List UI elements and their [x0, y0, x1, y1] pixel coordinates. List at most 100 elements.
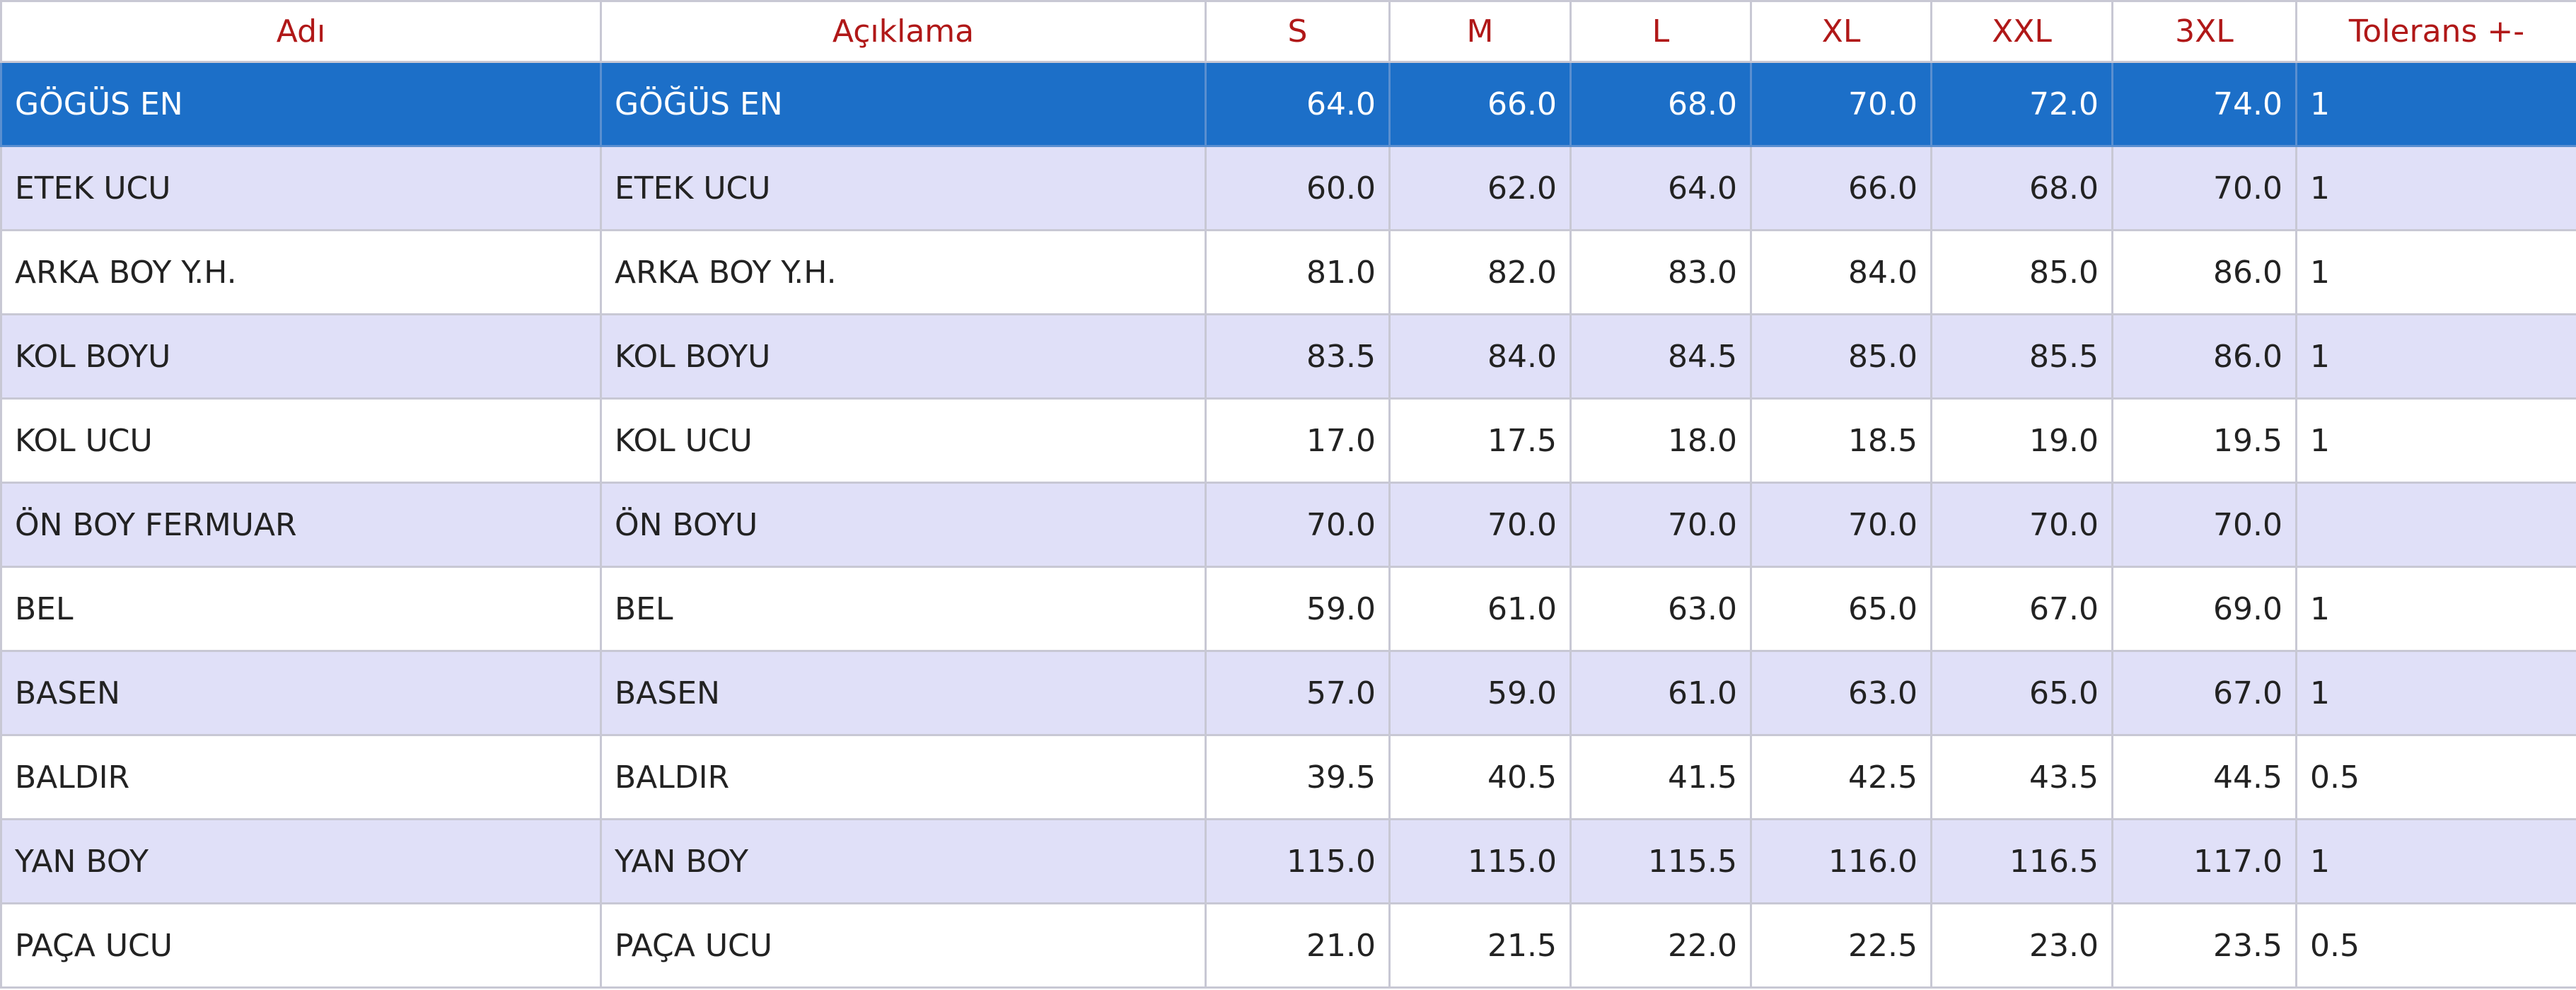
- table-body: GÖGÜS EN GÖĞÜS EN 64.0 66.0 68.0 70.0 72.0 74.0…: [0, 61, 2576, 989]
- table-cell: ETEK UCU: [0, 145, 602, 231]
- table-cell: BALDIR: [600, 734, 1207, 820]
- table-cell: 70.0: [1205, 482, 1391, 568]
- table-cell: 23.0: [1930, 902, 2113, 989]
- table-cell: 60.0: [1205, 145, 1391, 231]
- table-cell: 84.0: [1388, 313, 1572, 400]
- table-cell: 66.0: [1750, 145, 1932, 231]
- table-cell: 86.0: [2111, 313, 2297, 400]
- table-cell: 61.0: [1570, 650, 1752, 736]
- table-cell: 84.5: [1570, 313, 1752, 400]
- table-row[interactable]: BASEN BASEN 57.0 59.0 61.0 63.0 65.0 67.0 1: [0, 650, 2576, 736]
- table-cell: 19.5: [2111, 397, 2297, 484]
- table-cell: BEL: [600, 566, 1207, 652]
- table-row[interactable]: ARKA BOY Y.H. ARKA BOY Y.H. 81.0 82.0 83.0 84…: [0, 229, 2576, 315]
- table-cell: 44.5: [2111, 734, 2297, 820]
- table-cell: 23.5: [2111, 902, 2297, 989]
- table-row[interactable]: KOL UCU KOL UCU 17.0 17.5 18.0 18.5 19.0 19.5 1: [0, 397, 2576, 484]
- table-cell: 70.0: [1570, 482, 1752, 568]
- table-cell: GÖGÜS EN: [0, 61, 602, 147]
- table-cell: 72.0: [1930, 61, 2113, 147]
- table-cell: 70.0: [2111, 482, 2297, 568]
- table-cell: 85.5: [1930, 313, 2113, 400]
- table-cell: 85.0: [1930, 229, 2113, 315]
- table-cell: 65.0: [1750, 566, 1932, 652]
- table-cell: 67.0: [1930, 566, 2113, 652]
- table-cell: 116.0: [1750, 818, 1932, 904]
- table-cell: ÖN BOYU: [600, 482, 1207, 568]
- table-cell: 17.0: [1205, 397, 1391, 484]
- table-cell: 66.0: [1388, 61, 1572, 147]
- table-cell: 1: [2295, 818, 2576, 904]
- column-header[interactable]: Tolerans +-: [2295, 0, 2576, 63]
- table-cell: 22.5: [1750, 902, 1932, 989]
- table-cell: 84.0: [1750, 229, 1932, 315]
- table-cell: 65.0: [1930, 650, 2113, 736]
- table-cell: 17.5: [1388, 397, 1572, 484]
- table-cell: 41.5: [1570, 734, 1752, 820]
- table-cell: 0.5: [2295, 734, 2576, 820]
- table-cell: 69.0: [2111, 566, 2297, 652]
- table-cell: 70.0: [1388, 482, 1572, 568]
- table-cell: KOL BOYU: [0, 313, 602, 400]
- table-cell: 115.5: [1570, 818, 1752, 904]
- table-cell: 22.0: [1570, 902, 1752, 989]
- table-cell: 59.0: [1388, 650, 1572, 736]
- table-cell: 81.0: [1205, 229, 1391, 315]
- table-cell: 64.0: [1570, 145, 1752, 231]
- table-cell: 68.0: [1930, 145, 2113, 231]
- table-cell: BALDIR: [0, 734, 602, 820]
- table-cell: 85.0: [1750, 313, 1932, 400]
- table-cell: BASEN: [0, 650, 602, 736]
- column-header[interactable]: XL: [1750, 0, 1932, 63]
- table-cell: 68.0: [1570, 61, 1752, 147]
- table-row[interactable]: KOL BOYU KOL BOYU 83.5 84.0 84.5 85.0 85.5 86.0…: [0, 313, 2576, 400]
- table-row[interactable]: YAN BOY YAN BOY 115.0 115.0 115.5 116.0 116.5 1…: [0, 818, 2576, 904]
- table-cell: 116.5: [1930, 818, 2113, 904]
- column-header[interactable]: L: [1570, 0, 1752, 63]
- table-row[interactable]: PAÇA UCU PAÇA UCU 21.0 21.5 22.0 22.5 23.0 23.5…: [0, 902, 2576, 989]
- table-cell: 59.0: [1205, 566, 1391, 652]
- table-cell: 18.0: [1570, 397, 1752, 484]
- table-cell: 67.0: [2111, 650, 2297, 736]
- table-cell: 1: [2295, 566, 2576, 652]
- table-cell: 61.0: [1388, 566, 1572, 652]
- column-header[interactable]: Açıklama: [600, 0, 1207, 63]
- table-row[interactable]: ÖN BOY FERMUAR ÖN BOYU 70.0 70.0 70.0 70.0 70.…: [0, 482, 2576, 568]
- table-cell: 63.0: [1750, 650, 1932, 736]
- table-cell: 70.0: [2111, 145, 2297, 231]
- header-row: Adı Açıklama S M L XL XXL 3XL Tolerans +-: [0, 0, 2576, 63]
- table-cell: 115.0: [1205, 818, 1391, 904]
- column-header[interactable]: XXL: [1930, 0, 2113, 63]
- table-cell: KOL UCU: [600, 397, 1207, 484]
- table-cell: 62.0: [1388, 145, 1572, 231]
- table-row[interactable]: BALDIR BALDIR 39.5 40.5 41.5 42.5 43.5 44.5 0.5: [0, 734, 2576, 820]
- table-cell: 64.0: [1205, 61, 1391, 147]
- table-cell: 0.5: [2295, 902, 2576, 989]
- table-cell: 18.5: [1750, 397, 1932, 484]
- table-cell: PAÇA UCU: [0, 902, 602, 989]
- table-cell: PAÇA UCU: [600, 902, 1207, 989]
- table-cell: 117.0: [2111, 818, 2297, 904]
- table-cell: BEL: [0, 566, 602, 652]
- table-row[interactable]: ETEK UCU ETEK UCU 60.0 62.0 64.0 66.0 68.0 70.0…: [0, 145, 2576, 231]
- table-cell: 70.0: [1930, 482, 2113, 568]
- table-cell: BASEN: [600, 650, 1207, 736]
- table-cell: 1: [2295, 650, 2576, 736]
- column-header[interactable]: Adı: [0, 0, 602, 63]
- table-cell: 42.5: [1750, 734, 1932, 820]
- table-row[interactable]: GÖGÜS EN GÖĞÜS EN 64.0 66.0 68.0 70.0 72.0 74.0…: [0, 61, 2576, 147]
- table-cell: ARKA BOY Y.H.: [0, 229, 602, 315]
- table-cell: 70.0: [1750, 482, 1932, 568]
- table-cell: 1: [2295, 61, 2576, 147]
- column-header[interactable]: 3XL: [2111, 0, 2297, 63]
- column-header[interactable]: S: [1205, 0, 1391, 63]
- table-cell: 21.5: [1388, 902, 1572, 989]
- table-cell: 21.0: [1205, 902, 1391, 989]
- table-cell: [2295, 482, 2576, 568]
- table-cell: 1: [2295, 229, 2576, 315]
- column-header[interactable]: M: [1388, 0, 1572, 63]
- table-row[interactable]: BEL BEL 59.0 61.0 63.0 65.0 67.0 69.0 1: [0, 566, 2576, 652]
- table-cell: 19.0: [1930, 397, 2113, 484]
